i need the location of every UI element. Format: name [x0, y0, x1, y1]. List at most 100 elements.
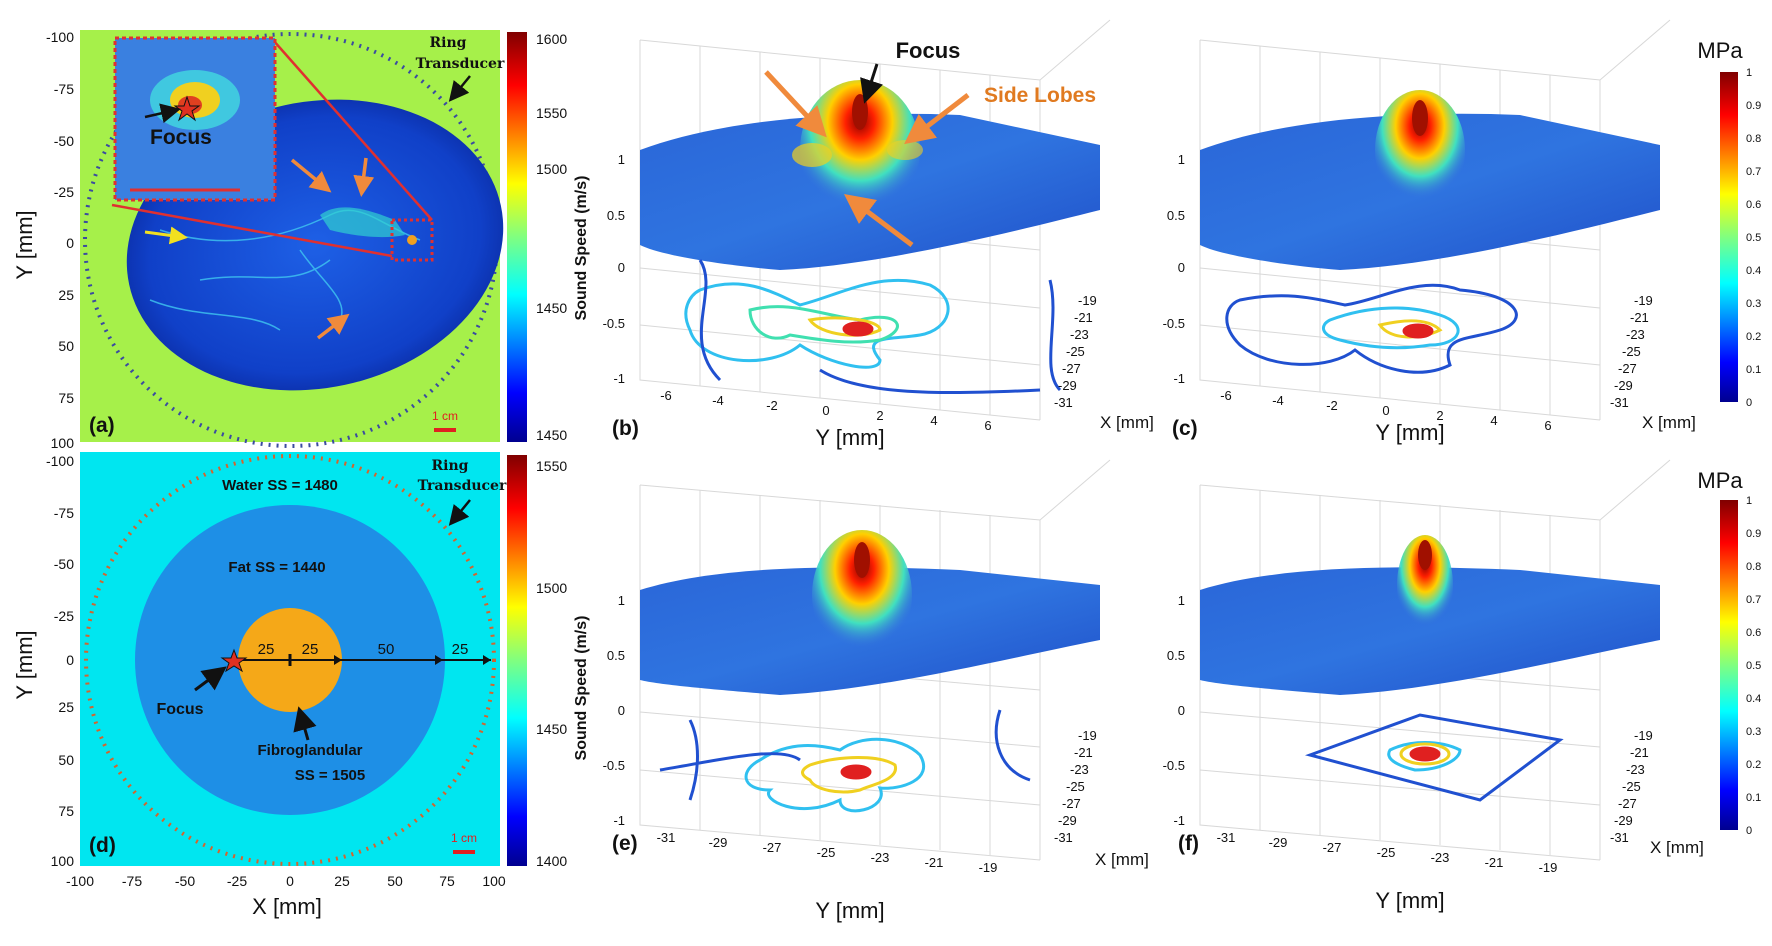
xtick-f: -23	[1626, 762, 1645, 777]
mpa-tick: 1	[1746, 67, 1752, 79]
xtick-d: -100	[66, 873, 94, 889]
contours-b	[684, 259, 1062, 395]
xtick-b: -27	[1062, 361, 1081, 376]
mpa-tick: 0.6	[1746, 199, 1761, 211]
ytick-c: 0	[1382, 403, 1389, 418]
ylabel-a: Y [mm]	[12, 210, 37, 279]
ytick-d: 25	[58, 699, 74, 715]
xtick-e: -25	[1066, 779, 1085, 794]
ztick-f: 0.5	[1167, 648, 1185, 663]
side-lobe-b2	[887, 140, 923, 160]
colorbar-mpa-bottom: MPa 1 0.9 0.8 0.7 0.6 0.5 0.4 0.3 0.2 0.…	[1697, 468, 1761, 837]
xtick-d: -50	[175, 873, 195, 889]
ytick-c: 4	[1490, 413, 1497, 428]
panel-e-label: (e)	[612, 832, 638, 855]
cbar-a-tick: 1550	[536, 105, 567, 121]
ytick-a: 0	[66, 235, 74, 251]
ztick-f: -0.5	[1163, 758, 1185, 773]
xticks-d: -100 -75 -50 -25 0 25 50 75 100	[66, 873, 506, 889]
ylabel-d: Y [mm]	[12, 630, 37, 699]
peak-tip-f	[1418, 540, 1432, 570]
xtick-d: -75	[122, 873, 142, 889]
mpa-tick: 0.8	[1746, 133, 1761, 145]
ytick-a: -75	[54, 81, 74, 97]
ring-label-a-1: Ring	[430, 35, 467, 51]
ytick-e: -19	[979, 860, 998, 875]
mpa-title-top: MPa	[1697, 38, 1743, 63]
peak-e	[812, 530, 912, 660]
contours-c	[1225, 283, 1518, 374]
panel-c: 1 0.5 0 -0.5 -1 -6 -4 -2 0 2 4 6 -19 -21…	[1163, 19, 1696, 445]
dim-label: 25	[452, 641, 469, 658]
xticks-f: -19 -21 -23 -25 -27 -29 -31	[1610, 728, 1653, 845]
side-lobe-b1	[792, 143, 832, 167]
contours-e	[659, 709, 1031, 813]
cbar-d-tick: 1450	[536, 721, 567, 737]
panel-f: 1 0.5 0 -0.5 -1 -31 -29 -27 -25 -23 -21 …	[1163, 459, 1704, 913]
ytick-b: 0	[822, 403, 829, 418]
zticks-f: 1 0.5 0 -0.5 -1	[1163, 593, 1185, 828]
ytick-d: -75	[54, 505, 74, 521]
mpa-bar-top	[1720, 72, 1738, 402]
panel-d-label: (d)	[89, 834, 116, 857]
dimension-arrowhead-1	[334, 655, 342, 665]
ring-arrow-d	[448, 499, 471, 526]
mpa-tick: 0.2	[1746, 759, 1761, 771]
xtick-e: -21	[1074, 745, 1093, 760]
scale-label-a: 1 cm	[432, 409, 458, 423]
ztick-f: 1	[1178, 593, 1185, 608]
xlabel-d: X [mm]	[252, 894, 322, 919]
ytick-e: -25	[817, 845, 836, 860]
ytick-c: -4	[1272, 393, 1284, 408]
zlabel-e: Sound Speed (m/s)	[573, 616, 590, 761]
ztick-c: 1	[1178, 152, 1185, 167]
xtick-f: -29	[1614, 813, 1633, 828]
xtick-d: 0	[286, 873, 294, 889]
ytick-a: -50	[54, 133, 74, 149]
ytick-d: 50	[58, 752, 74, 768]
zticks-e: 1 0.5 0 -0.5 -1	[603, 593, 625, 828]
ytick-c: -6	[1220, 388, 1232, 403]
xtick-e: -31	[1054, 830, 1073, 845]
ring-arrow-a	[448, 75, 471, 102]
xtick-b: -31	[1054, 395, 1073, 410]
contours-f	[1304, 713, 1564, 802]
ytick-f: -21	[1485, 855, 1504, 870]
panel-a: Focus Ring Transducer (a) 1 cm -100 -75 …	[12, 29, 567, 451]
ytick-c: 6	[1544, 418, 1551, 433]
xtick-f: -25	[1622, 779, 1641, 794]
ytick-c: 2	[1436, 408, 1443, 423]
ylabel-b: Y [mm]	[815, 425, 884, 450]
peak-c	[1375, 90, 1465, 210]
xlabel-c: X [mm]	[1642, 413, 1696, 432]
ytick-e: -23	[871, 850, 890, 865]
ytick-a: 25	[58, 287, 74, 303]
xtick-b: -25	[1066, 344, 1085, 359]
panel-b: 1 0.5 0 -0.5 -1 Sound Speed (m/s) -6 -4 …	[573, 19, 1154, 450]
ytick-f: -29	[1269, 835, 1288, 850]
water-label: Water SS = 1480	[222, 477, 338, 494]
zticks-b: 1 0.5 0 -0.5 -1	[603, 152, 625, 386]
mpa-tick: 0.7	[1746, 166, 1761, 178]
ztick-f: -1	[1173, 813, 1185, 828]
xtick-e: -23	[1070, 762, 1089, 777]
ytick-e: -31	[657, 830, 676, 845]
xtick-d: 75	[439, 873, 455, 889]
focus-arrow-a	[144, 103, 181, 124]
ytick-b: 2	[876, 408, 883, 423]
side-lobe-arrow-2	[904, 93, 970, 145]
ztick-e: 0	[618, 703, 625, 718]
ztick-c: -1	[1173, 371, 1185, 386]
cbar-d-tick: 1500	[536, 580, 567, 596]
ztick-b: -0.5	[603, 316, 625, 331]
xtick-b: -23	[1070, 327, 1089, 342]
mpa-title-bottom: MPa	[1697, 468, 1743, 493]
colorbar-d	[507, 455, 527, 866]
panel-c-label: (c)	[1172, 417, 1198, 440]
dim-label: 25	[302, 641, 319, 658]
ytick-d: -25	[54, 608, 74, 624]
ytick-e: -21	[925, 855, 944, 870]
mpa-tick: 0.6	[1746, 627, 1761, 639]
mpa-tick: 0.3	[1746, 726, 1761, 738]
peak-tip-c	[1412, 100, 1428, 136]
